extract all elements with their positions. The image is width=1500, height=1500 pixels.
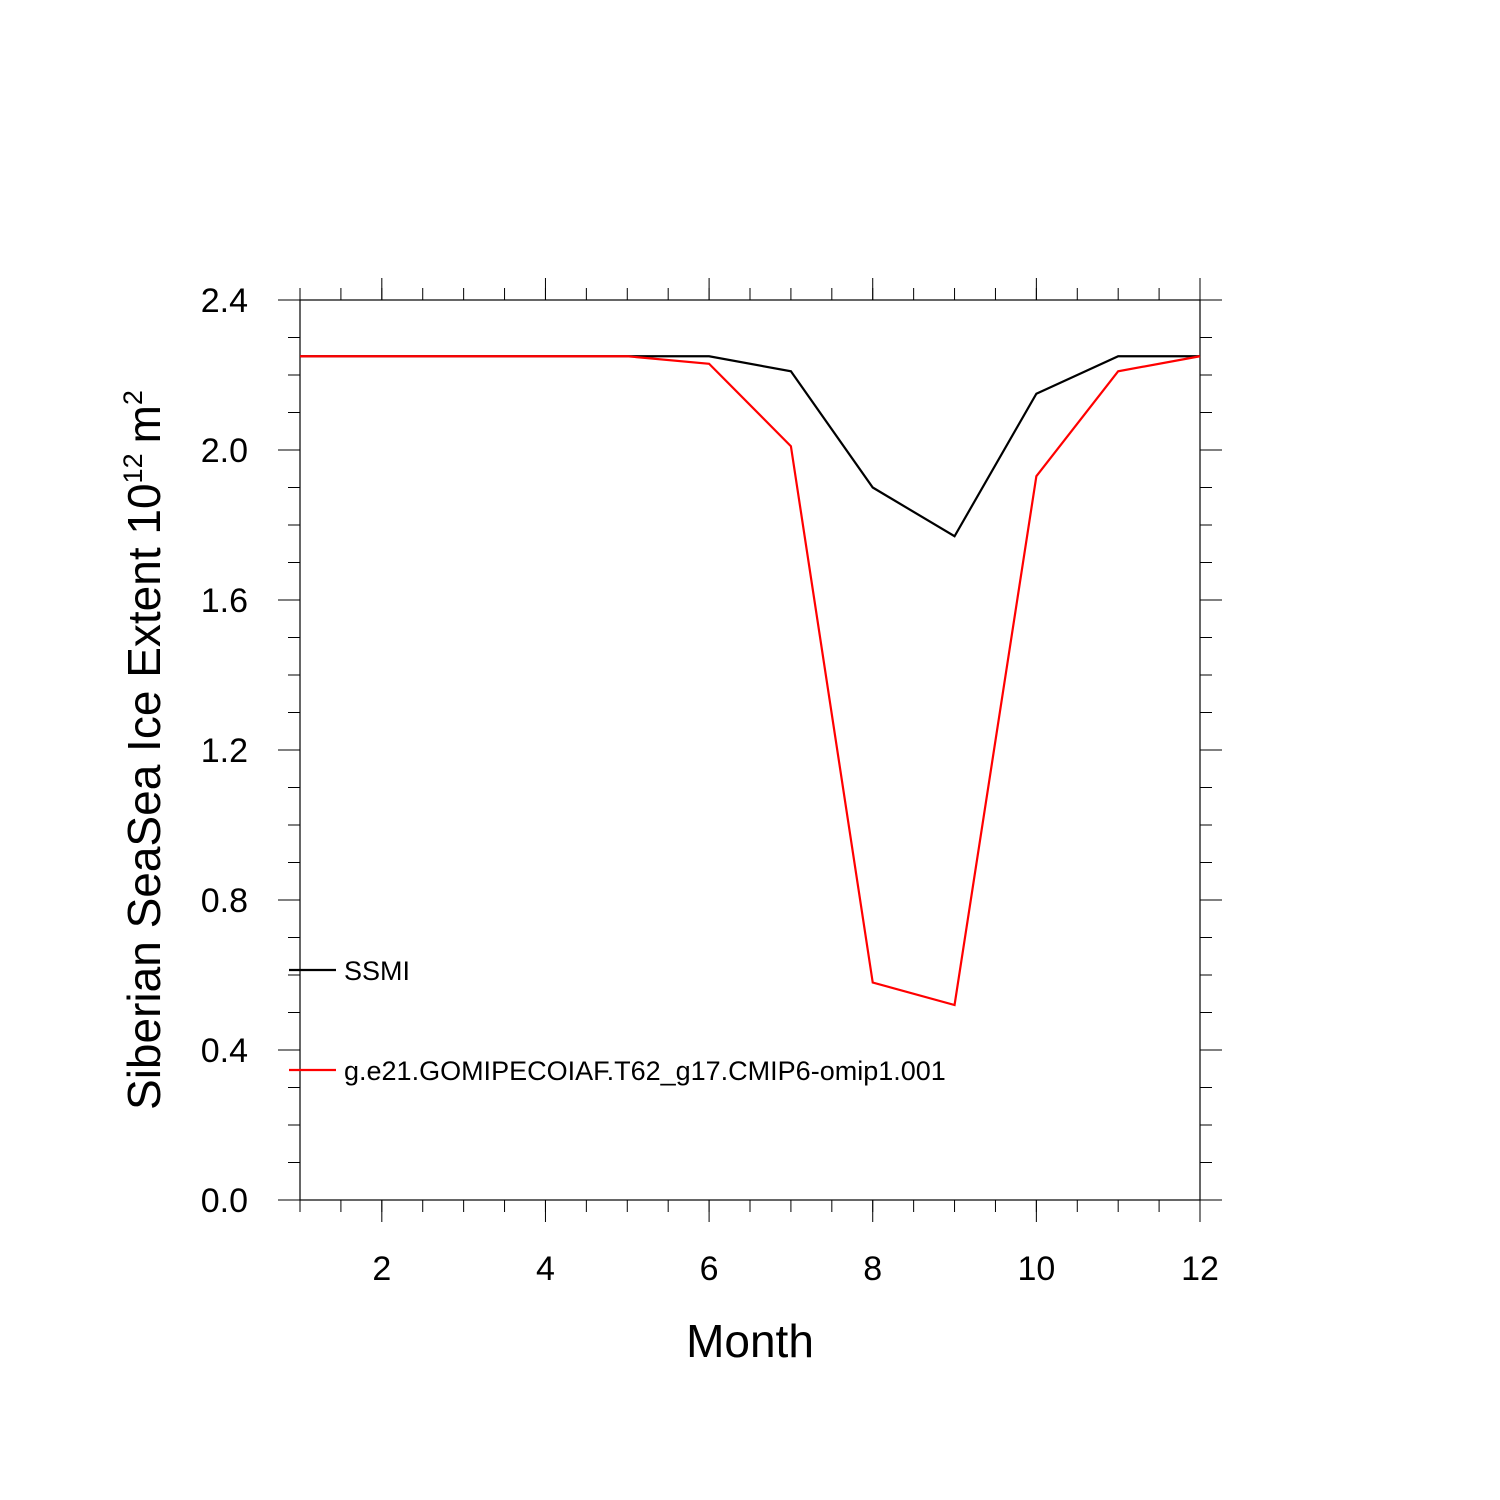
major-ticks — [278, 278, 1222, 1222]
y-tick-label: 0.4 — [201, 1032, 248, 1070]
y-axis-title-unit-exponent: 2 — [118, 390, 148, 405]
y-axis-title-text: Siberian SeaSea Ice Extent 10 — [118, 483, 170, 1110]
y-axis-title-unit: m — [118, 405, 170, 443]
x-tick-labels: 2 4 6 8 10 12 — [372, 1250, 1219, 1288]
y-tick-label: 2.0 — [201, 432, 248, 470]
legend-label-1: SSMI — [344, 956, 410, 986]
y-tick-label: 2.4 — [201, 282, 248, 320]
y-axis-title-exponent: 12 — [118, 453, 148, 483]
x-tick-label: 10 — [1017, 1250, 1055, 1288]
x-tick-label: 6 — [700, 1250, 719, 1288]
series-line-2 — [300, 355, 1201, 1007]
x-axis-title: Month — [686, 1315, 814, 1367]
x-tick-label: 4 — [536, 1250, 555, 1288]
series-line-1 — [300, 355, 1200, 538]
series-lines — [300, 355, 1201, 1007]
y-tick-labels: 0.0 0.4 0.8 1.2 1.6 2.0 2.4 — [201, 282, 248, 1220]
x-tick-label: 12 — [1181, 1250, 1219, 1288]
legend-label-2: g.e21.GOMIPECOIAF.T62_g17.CMIP6-omip1.00… — [344, 1056, 946, 1086]
y-tick-label: 1.2 — [201, 732, 248, 770]
y-tick-label: 0.0 — [201, 1182, 248, 1220]
y-tick-label: 0.8 — [201, 882, 248, 920]
y-axis-title: Siberian SeaSea Ice Extent 1012 m2 — [118, 390, 170, 1110]
y-tick-label: 1.6 — [201, 582, 248, 620]
legend: SSMI g.e21.GOMIPECOIAF.T62_g17.CMIP6-omip… — [289, 956, 946, 1086]
x-tick-label: 2 — [372, 1250, 391, 1288]
x-tick-label: 8 — [863, 1250, 882, 1288]
